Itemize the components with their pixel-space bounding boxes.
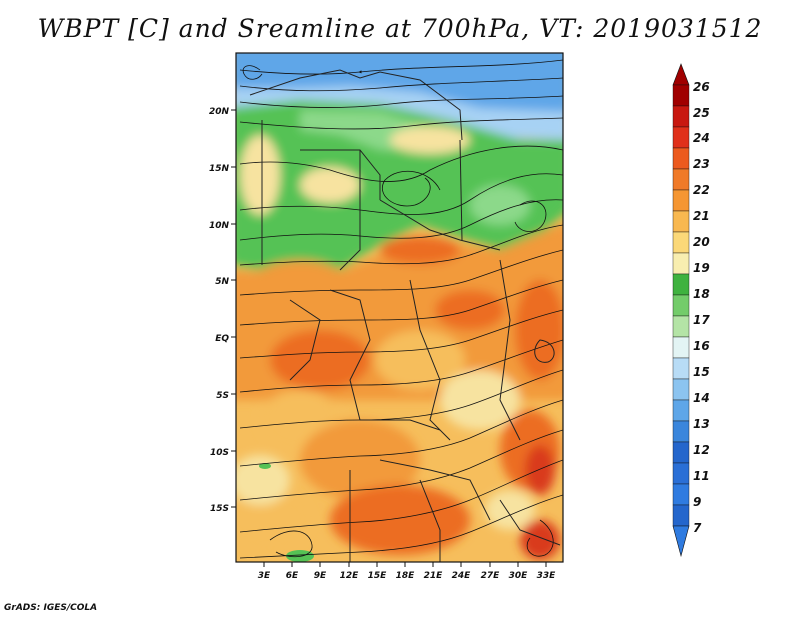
lat-tick-15N: 15N <box>209 164 236 174</box>
lon-tick-30E: 30E <box>509 562 529 581</box>
credit-text: GrADS: IGES/COLA <box>4 603 98 613</box>
latitude-axis: 20N 15N 10N 5N EQ 5S 10S 15S <box>209 107 236 514</box>
lat-label: 10S <box>210 448 229 458</box>
colorbar-label: 13 <box>693 417 710 431</box>
lon-label: 9E <box>314 571 327 581</box>
colorbar-label: 23 <box>693 157 710 171</box>
colorbar-swatch <box>672 462 690 485</box>
wbpt-field <box>236 53 563 562</box>
lon-label: 3E <box>258 571 271 581</box>
lon-tick-15E: 15E <box>368 562 388 581</box>
colorbar-swatch <box>672 399 690 422</box>
longitude-axis: 3E 6E 9E 12E 15E 18E 21E 24E 27E 30E 33E <box>258 562 556 581</box>
colorbar-swatch <box>672 420 690 443</box>
lat-tick-EQ: EQ <box>215 334 236 344</box>
colorbar-swatch <box>672 315 690 338</box>
lon-tick-27E: 27E <box>481 562 501 581</box>
lon-tick-21E: 21E <box>424 562 444 581</box>
colorbar-label: 26 <box>693 80 710 94</box>
lon-label: 24E <box>452 571 472 581</box>
colorbar-label: 25 <box>693 106 710 120</box>
lat-tick-10S: 10S <box>210 448 236 458</box>
lon-label: 18E <box>396 571 416 581</box>
colorbar-top-arrow <box>672 63 690 86</box>
lon-label: 6E <box>286 571 299 581</box>
colorbar-swatch <box>672 168 690 191</box>
colorbar-label: 19 <box>693 261 710 275</box>
colorbar-swatch <box>672 336 690 359</box>
colorbar-swatch <box>672 252 690 275</box>
lat-tick-5N: 5N <box>215 277 236 287</box>
colorbar-swatch <box>672 357 690 380</box>
colorbar-swatch <box>672 441 690 464</box>
map-frame <box>235 52 564 563</box>
colorbar: 26 25 24 23 22 21 20 19 18 17 16 15 14 1… <box>672 63 710 558</box>
lat-label: 20N <box>209 107 230 117</box>
colorbar-swatch <box>672 105 690 128</box>
colorbar-swatch <box>672 378 690 401</box>
colorbar-label: 7 <box>693 521 702 535</box>
lat-label: 5S <box>216 391 229 401</box>
lon-label: 12E <box>340 571 360 581</box>
colorbar-swatch <box>672 126 690 149</box>
colorbar-swatch <box>672 483 690 506</box>
colorbar-swatch <box>672 294 690 317</box>
colorbar-label: 21 <box>693 209 710 223</box>
colorbar-label: 12 <box>693 443 710 457</box>
streamlines <box>239 59 563 559</box>
colorbar-bottom-arrow <box>672 525 690 558</box>
colorbar-label: 16 <box>693 339 710 353</box>
lon-label: 15E <box>368 571 388 581</box>
lat-tick-20N: 20N <box>209 107 236 117</box>
lat-label: EQ <box>215 334 229 344</box>
lon-tick-24E: 24E <box>452 562 472 581</box>
lat-tick-10N: 10N <box>209 221 236 231</box>
colorbar-label: 9 <box>693 495 701 509</box>
lat-tick-15S: 15S <box>210 504 236 514</box>
lat-label: 15S <box>210 504 229 514</box>
colorbar-label: 22 <box>693 183 710 197</box>
colorbar-label: 11 <box>693 469 710 483</box>
lon-tick-33E: 33E <box>537 562 557 581</box>
colorbar-label: 17 <box>693 313 710 327</box>
colorbar-swatch <box>672 231 690 254</box>
lat-label: 10N <box>209 221 230 231</box>
colorbar-swatch <box>672 147 690 170</box>
lon-tick-18E: 18E <box>396 562 416 581</box>
colorbar-label: 14 <box>693 391 710 405</box>
colorbar-swatch <box>672 84 690 107</box>
country-borders <box>249 69 561 562</box>
lon-label: 21E <box>424 571 444 581</box>
lat-label: 15N <box>209 164 230 174</box>
lon-tick-12E: 12E <box>340 562 360 581</box>
colorbar-swatch <box>672 273 690 296</box>
lat-label: 5N <box>215 277 229 287</box>
colorbar-label: 18 <box>693 287 710 301</box>
lon-tick-6E: 6E <box>286 562 299 581</box>
colorbar-swatch <box>672 504 690 527</box>
lon-tick-9E: 9E <box>314 562 327 581</box>
colorbar-label: 24 <box>693 131 710 145</box>
lon-tick-3E: 3E <box>258 562 271 581</box>
lon-label: 33E <box>537 571 557 581</box>
colorbar-swatch <box>672 210 690 233</box>
colorbar-swatch <box>672 189 690 212</box>
colorbar-label: 20 <box>693 235 710 249</box>
lon-label: 27E <box>481 571 501 581</box>
lon-label: 30E <box>509 571 529 581</box>
chart-title: WBPT [C] and Sreamline at 700hPa, VT: 20… <box>37 14 763 43</box>
colorbar-label: 15 <box>693 365 710 379</box>
lat-tick-5S: 5S <box>216 391 236 401</box>
